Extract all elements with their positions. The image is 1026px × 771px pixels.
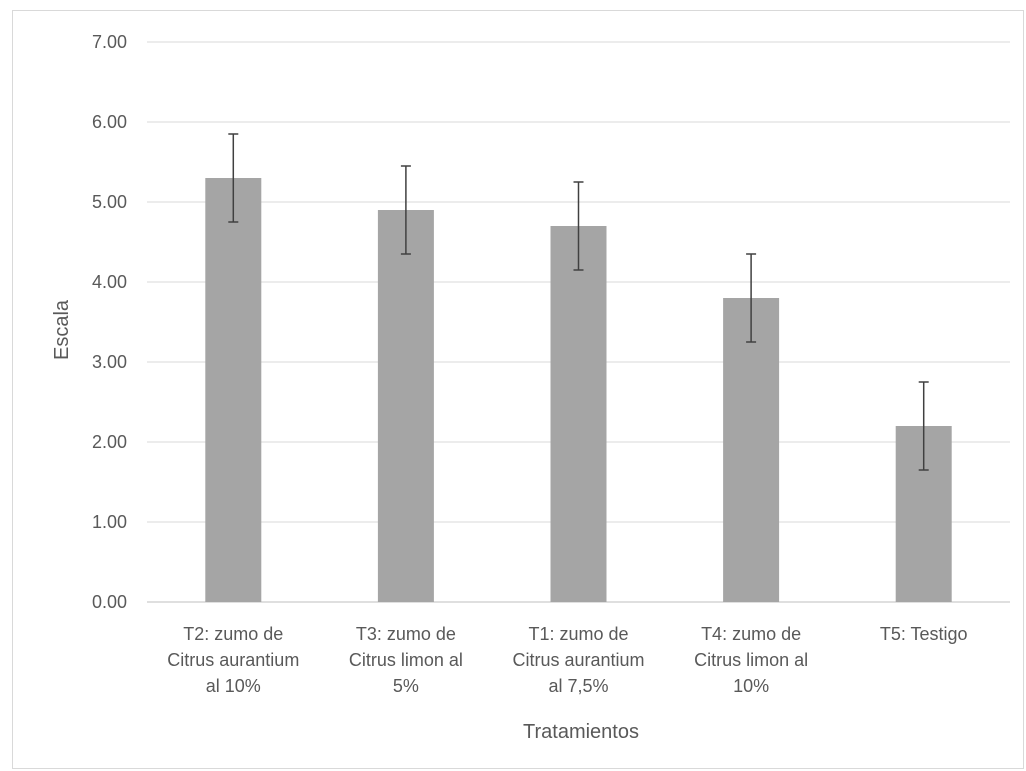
x-category-label: T5: Testigo (880, 624, 968, 644)
bar (377, 210, 434, 602)
x-category-label-line: T5: Testigo (880, 624, 968, 644)
x-category-label-line: al 7,5% (548, 676, 608, 696)
x-category-label-line: 10% (733, 676, 769, 696)
x-category-label-line: Citrus aurantium (512, 650, 644, 670)
error-bar (228, 133, 239, 223)
x-category-label-line: T2: zumo de (183, 624, 283, 644)
x-category-label-line: Citrus limon al (694, 650, 808, 670)
y-tick-label: 3.00 (92, 352, 127, 372)
y-tick-label: 5.00 (92, 192, 127, 212)
x-category-label: T2: zumo de Citrus aurantium al 10% (167, 624, 299, 696)
x-category-label: T1: zumo de Citrus aurantium al 7,5% (512, 624, 644, 696)
y-tick-label: 7.00 (92, 32, 127, 52)
x-category-label-line: T3: zumo de (356, 624, 456, 644)
error-bars (228, 133, 929, 471)
error-bar (918, 381, 929, 471)
x-axis-labels: T2: zumo de Citrus aurantium al 10% T3: zum… (167, 624, 967, 696)
x-category-label-line: Citrus aurantium (167, 650, 299, 670)
y-tick-label: 6.00 (92, 112, 127, 132)
x-category-label-line: al 10% (206, 676, 261, 696)
y-tick-label: 2.00 (92, 432, 127, 452)
error-bar (746, 253, 757, 343)
bar (205, 178, 262, 602)
chart-frame (12, 10, 1024, 769)
x-category-label-line: T4: zumo de (701, 624, 801, 644)
y-tick-label: 4.00 (92, 272, 127, 292)
y-tick-label: 1.00 (92, 512, 127, 532)
bar (723, 298, 780, 602)
x-category-label: T3: zumo de Citrus limon al 5% (349, 624, 463, 696)
x-category-label-line: 5% (393, 676, 419, 696)
error-bar (573, 181, 584, 271)
bars (205, 178, 952, 602)
y-axis-ticks: 0.00 1.00 2.00 3.00 4.00 5.00 6.00 7.00 (92, 32, 127, 612)
x-category-label-line: T1: zumo de (528, 624, 628, 644)
x-axis-title: Tratamientos (523, 721, 639, 743)
error-bar (400, 165, 411, 255)
y-axis-title: Escala (51, 299, 73, 360)
x-category-label: T4: zumo de Citrus limon al 10% (694, 624, 808, 696)
x-category-label-line: Citrus limon al (349, 650, 463, 670)
y-tick-label: 0.00 (92, 592, 127, 612)
bar (550, 226, 607, 602)
